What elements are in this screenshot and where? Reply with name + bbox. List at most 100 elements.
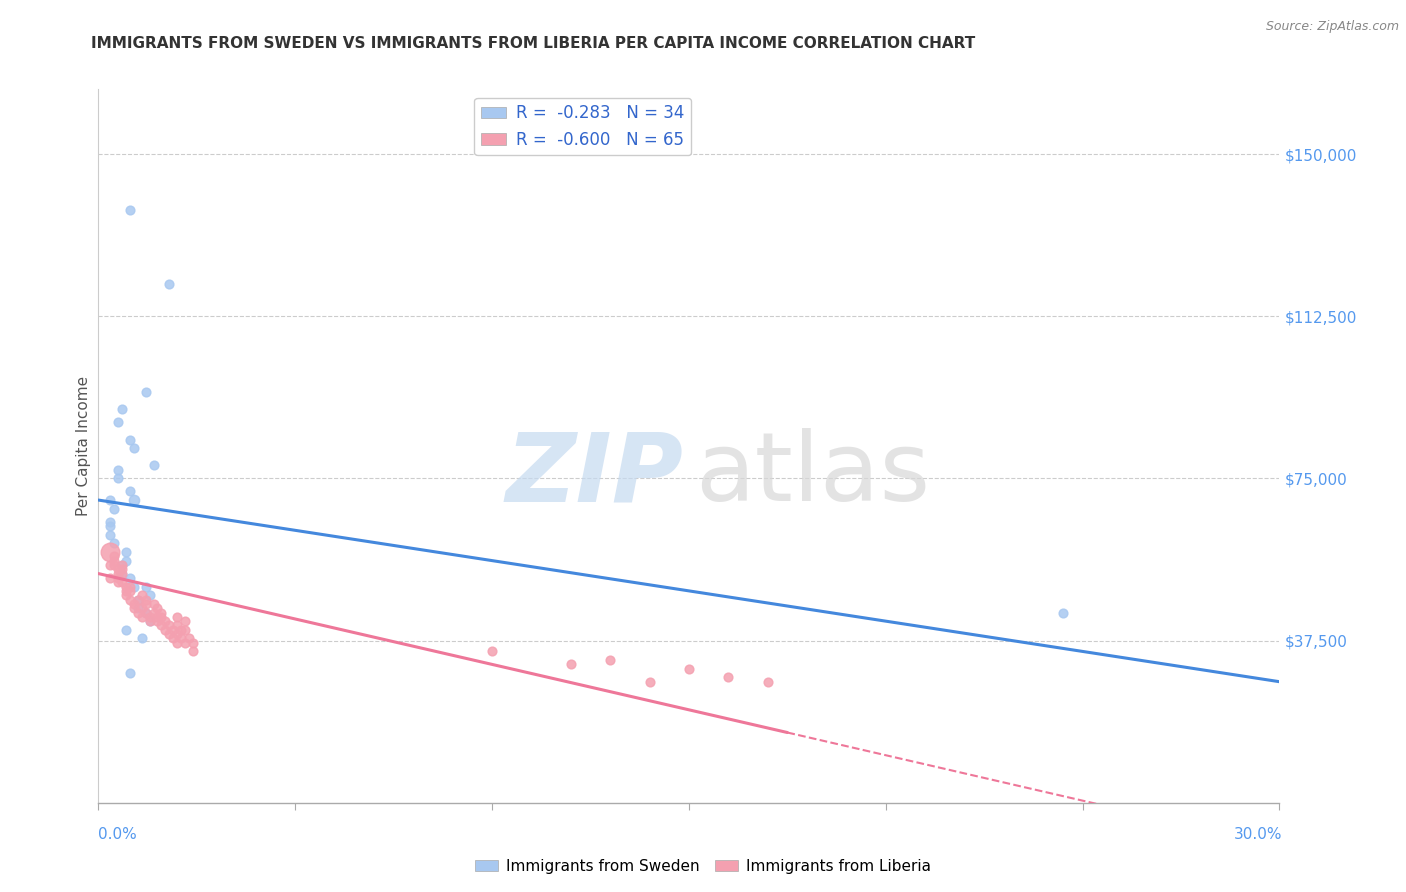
Point [122, 493, 145, 508]
Point [157, 618, 180, 632]
Point [122, 441, 145, 455]
Point [150, 618, 173, 632]
Point [560, 657, 582, 672]
Point [162, 623, 184, 637]
Point [131, 632, 153, 646]
Point [115, 588, 138, 602]
Point [111, 575, 134, 590]
Point [118, 583, 141, 598]
Point [1052, 606, 1074, 620]
Point [146, 610, 169, 624]
Point [142, 597, 165, 611]
Point [118, 580, 141, 594]
Point [174, 636, 197, 650]
Point [98, 571, 121, 585]
Point [122, 580, 145, 594]
Legend: R =  -0.283   N = 34, R =  -0.600   N = 65: R = -0.283 N = 34, R = -0.600 N = 65 [474, 97, 690, 155]
Point [107, 571, 129, 585]
Point [170, 623, 193, 637]
Point [177, 632, 200, 646]
Point [98, 493, 121, 508]
Point [166, 618, 188, 632]
Point [174, 614, 197, 628]
Point [98, 515, 121, 529]
Point [103, 536, 125, 550]
Text: atlas: atlas [695, 428, 929, 521]
Point [111, 566, 134, 581]
Point [98, 519, 121, 533]
Point [103, 553, 125, 567]
Point [678, 662, 700, 676]
Y-axis label: Per Capita Income: Per Capita Income [76, 376, 91, 516]
Point [122, 601, 145, 615]
Point [118, 592, 141, 607]
Point [157, 277, 180, 291]
Point [181, 636, 204, 650]
Point [118, 666, 141, 681]
Point [138, 614, 160, 628]
Text: 30.0%: 30.0% [1234, 827, 1282, 841]
Point [115, 545, 138, 559]
Point [115, 583, 138, 598]
Point [111, 558, 134, 572]
Point [166, 627, 188, 641]
Point [118, 433, 141, 447]
Point [138, 610, 160, 624]
Point [135, 384, 157, 399]
Point [174, 623, 197, 637]
Point [146, 601, 169, 615]
Point [135, 606, 157, 620]
Point [138, 614, 160, 628]
Point [98, 527, 121, 541]
Point [118, 484, 141, 499]
Point [98, 545, 121, 559]
Point [115, 580, 138, 594]
Point [135, 592, 157, 607]
Point [122, 597, 145, 611]
Point [103, 558, 125, 572]
Point [107, 415, 129, 429]
Point [127, 592, 149, 607]
Point [107, 463, 129, 477]
Point [107, 471, 129, 485]
Text: IMMIGRANTS FROM SWEDEN VS IMMIGRANTS FROM LIBERIA PER CAPITA INCOME CORRELATION : IMMIGRANTS FROM SWEDEN VS IMMIGRANTS FRO… [91, 36, 976, 51]
Point [127, 606, 149, 620]
Point [118, 571, 141, 585]
Point [162, 632, 184, 646]
Point [756, 674, 779, 689]
Point [142, 458, 165, 473]
Point [135, 606, 157, 620]
Point [111, 566, 134, 581]
Point [142, 606, 165, 620]
Point [103, 501, 125, 516]
Point [181, 644, 204, 658]
Point [111, 402, 134, 417]
Point [481, 644, 503, 658]
Point [150, 606, 173, 620]
Point [127, 592, 149, 607]
Point [146, 614, 169, 628]
Point [135, 580, 157, 594]
Point [115, 553, 138, 567]
Point [638, 674, 661, 689]
Point [103, 549, 125, 564]
Point [170, 632, 193, 646]
Point [115, 623, 138, 637]
Point [131, 601, 153, 615]
Text: Source: ZipAtlas.com: Source: ZipAtlas.com [1265, 20, 1399, 33]
Legend: Immigrants from Sweden, Immigrants from Liberia: Immigrants from Sweden, Immigrants from … [470, 853, 936, 880]
Point [155, 614, 177, 628]
Point [150, 610, 173, 624]
Point [111, 562, 134, 576]
Point [135, 597, 157, 611]
Point [166, 610, 188, 624]
Point [131, 610, 153, 624]
Point [111, 558, 134, 572]
Text: 0.0%: 0.0% [98, 827, 138, 841]
Point [157, 627, 180, 641]
Point [118, 203, 141, 218]
Point [107, 562, 129, 576]
Text: ZIP: ZIP [505, 428, 683, 521]
Point [138, 588, 160, 602]
Point [155, 623, 177, 637]
